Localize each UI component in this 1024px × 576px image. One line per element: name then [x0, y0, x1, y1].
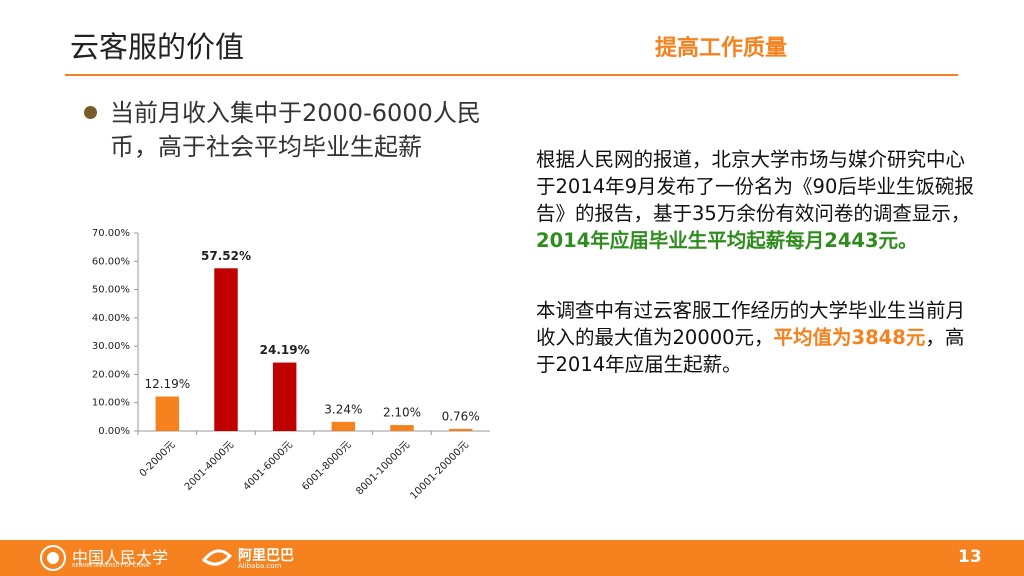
page-number: 13 — [958, 547, 982, 567]
bar — [272, 362, 297, 431]
x-tick-label: 8001-10000元 — [354, 439, 412, 497]
value-label: 3.24% — [324, 402, 362, 416]
x-tick-label: 10001-20000元 — [409, 439, 471, 501]
x-tick-label: 0-2000元 — [138, 439, 178, 479]
company-name: 阿里巴巴 — [238, 548, 294, 564]
y-tick-label: 40.00% — [92, 313, 130, 324]
value-label: 57.52% — [201, 249, 251, 263]
y-tick-label: 70.00% — [92, 228, 130, 239]
university-name: 中国人民大学 — [72, 548, 169, 567]
footer-bar — [0, 540, 1024, 576]
company-name-en: Alibaba.com — [238, 562, 282, 570]
paragraph: 根据人民网的报道，北京大学市场与媒介研究中心于2014年9月发布了一份名为《90… — [536, 146, 976, 254]
value-label: 2.10% — [383, 406, 421, 420]
value-label: 0.76% — [442, 409, 480, 423]
y-tick-label: 0.00% — [98, 426, 130, 437]
y-tick-label: 10.00% — [92, 398, 130, 409]
company-logo — [201, 549, 233, 566]
bar — [390, 425, 414, 431]
paragraph: 本调查中有过云客服工作经历的大学毕业生当前月收入的最大值为20000元，平均值为… — [536, 297, 976, 378]
x-tick-label: 4001-6000元 — [242, 439, 295, 492]
y-tick-label: 50.00% — [92, 285, 130, 296]
bar — [155, 396, 180, 431]
slide-subtitle: 提高工作质量 — [655, 36, 788, 61]
bar — [214, 268, 238, 431]
value-label: 24.19% — [260, 343, 310, 357]
bar — [448, 428, 473, 431]
y-tick-label: 60.00% — [92, 256, 130, 267]
y-tick-label: 30.00% — [92, 341, 130, 352]
chart: 0.00% 10.00% 20.00% 30.00% 40.00% 50.00% 60.00… — [92, 228, 490, 502]
highlight-run: 2014年应届毕业生平均起薪每月2443元。 — [536, 229, 918, 252]
bullet-text: 当前月收入集中于2000-6000人民币，高于社会平均毕业生起薪 — [110, 99, 481, 161]
bullet-dot — [84, 106, 97, 119]
university-name-en: RENMIN UNIVERSITY OF CHINA — [72, 563, 150, 569]
text-run: 本调查中有过云客服工作经历的大学毕业生当前月收入的最大值为20000元， — [536, 299, 966, 349]
text-run: ，高于2014年应届生起薪。 — [536, 326, 965, 376]
highlight-run: 平均值为3848元 — [773, 326, 926, 349]
x-tick-label: 6001-8000元 — [300, 439, 353, 492]
university-logo — [40, 545, 66, 571]
slide-title: 云客服的价值 — [70, 30, 245, 64]
value-label: 12.19% — [144, 377, 190, 391]
text-run: 根据人民网的报道，北京大学市场与媒介研究中心于2014年9月发布了一份名为《90… — [536, 148, 974, 225]
y-tick-label: 20.00% — [92, 369, 130, 380]
divider — [65, 74, 958, 76]
x-tick-label: 2001-4000元 — [183, 439, 236, 492]
bar — [331, 421, 356, 431]
